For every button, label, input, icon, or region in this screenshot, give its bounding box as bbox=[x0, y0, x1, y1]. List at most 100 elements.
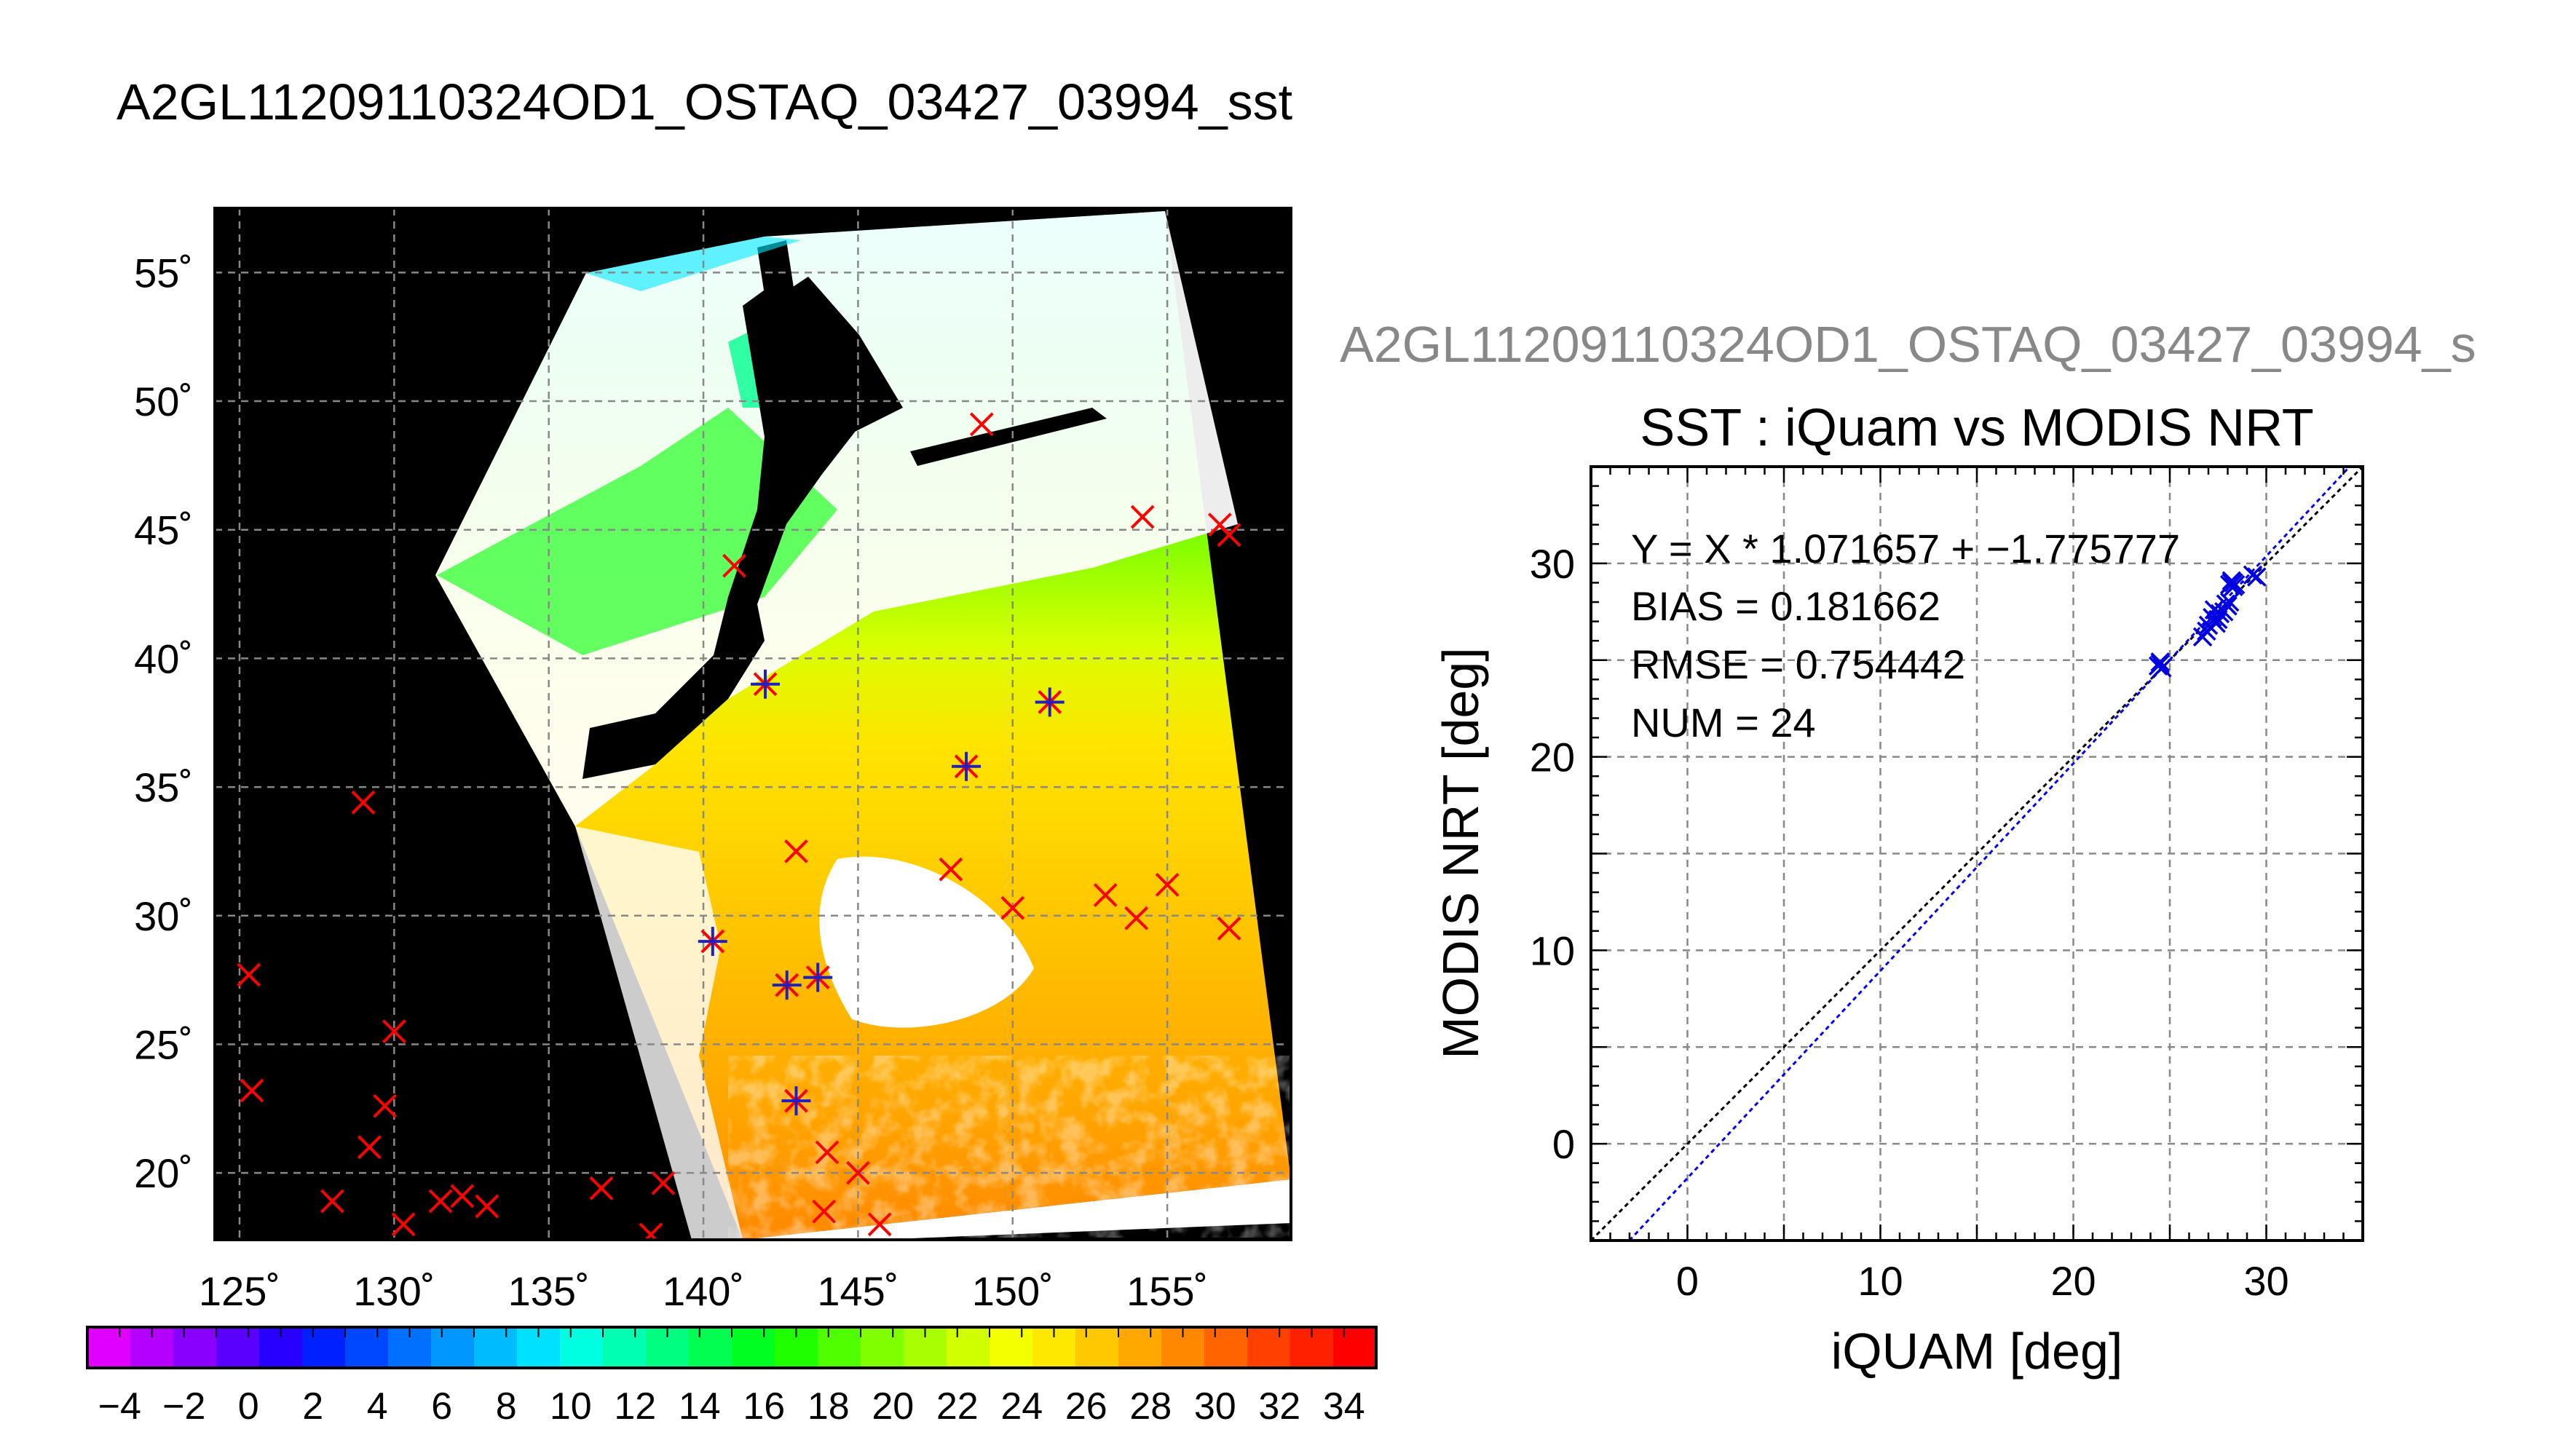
stats-rmse: RMSE = 0.754442 bbox=[1631, 641, 1965, 687]
scatter-grid bbox=[1591, 467, 2363, 1241]
matchup-marker bbox=[781, 1086, 811, 1116]
matchup-marker bbox=[952, 751, 982, 781]
stats-box: Y = X * 1.071657 + −1.775777 BIAS = 0.18… bbox=[1631, 526, 2180, 745]
land-hokkaido bbox=[765, 277, 903, 437]
matchup-marker bbox=[698, 927, 727, 957]
colorbar-cell bbox=[818, 1327, 861, 1368]
colorbar-cell bbox=[990, 1327, 1033, 1368]
stats-bias: BIAS = 0.181662 bbox=[1631, 583, 1940, 629]
map-lon-tick-label: 145˚ bbox=[817, 1268, 899, 1314]
in-situ-marker bbox=[969, 412, 994, 437]
scatter-point bbox=[2219, 592, 2240, 612]
scatter-ytick-label: 30 bbox=[1530, 541, 1575, 587]
map-lon-tick-label: 130˚ bbox=[353, 1268, 435, 1314]
in-situ-marker bbox=[812, 1199, 837, 1224]
colorbar-cell bbox=[947, 1327, 990, 1368]
land-sakhalin bbox=[757, 240, 801, 342]
scatter-ylabel: MODIS NRT [deg] bbox=[1432, 647, 1489, 1059]
colorbar-tick-label: 34 bbox=[1323, 1385, 1365, 1428]
colorbar-tick-label: 2 bbox=[302, 1385, 323, 1428]
in-situ-marker bbox=[939, 857, 963, 882]
in-situ-marker bbox=[357, 1135, 382, 1160]
colorbar-tick-label: 20 bbox=[872, 1385, 914, 1428]
map-lat-tick-label: 40˚ bbox=[134, 636, 193, 681]
map-frame bbox=[213, 207, 1292, 1241]
in-situ-marker bbox=[651, 1171, 676, 1195]
colorbar-ticks: −4 −2 0 2 4 6 8 10 12 14 16 18 20 22 24 26 28 30 32 34 bbox=[87, 1327, 1377, 1428]
scatter-line-fit bbox=[1628, 465, 2350, 1242]
colorbar-tick-label: 14 bbox=[679, 1385, 721, 1428]
scatter-line-1-1 bbox=[1590, 465, 2364, 1242]
colorbar-tick-label: 0 bbox=[238, 1385, 259, 1428]
scatter-point bbox=[2214, 602, 2234, 622]
map-lon-tick-label: 155˚ bbox=[1126, 1268, 1208, 1314]
in-situ-marker bbox=[475, 1194, 499, 1219]
in-situ-marker bbox=[382, 1019, 406, 1044]
scatter-ytick-label: 20 bbox=[1530, 735, 1575, 780]
scatter-lines bbox=[1590, 465, 2364, 1242]
matchup-marker bbox=[772, 970, 802, 1000]
land-japan bbox=[583, 277, 874, 779]
map-grid bbox=[215, 208, 1291, 1240]
colorbar-cell bbox=[1333, 1327, 1377, 1368]
scatter-xtick-label: 0 bbox=[1676, 1258, 1699, 1304]
in-situ-marker bbox=[320, 1189, 344, 1214]
colorbar-tick-label: 18 bbox=[807, 1385, 850, 1428]
matchup-marker bbox=[750, 669, 780, 699]
scatter-xlabel: iQUAM [deg] bbox=[1831, 1323, 2123, 1380]
map-lon-tick-label: 140˚ bbox=[663, 1268, 744, 1314]
colorbar-cell bbox=[216, 1327, 260, 1368]
scatter-points bbox=[2148, 565, 2267, 678]
colorbar-cell bbox=[173, 1327, 217, 1368]
colorbar-tick-label: 24 bbox=[1000, 1385, 1043, 1428]
scatter-ytick-label: 0 bbox=[1552, 1121, 1575, 1167]
cloud-mask-north bbox=[435, 211, 1238, 826]
colorbar-cell bbox=[603, 1327, 647, 1368]
scatter-ticks: 0 10 20 30 0 10 20 30 bbox=[1530, 465, 2364, 1304]
scatter-title: SST : iQuam vs MODIS NRT bbox=[1640, 399, 2314, 457]
map-lat-tick-label: 45˚ bbox=[134, 507, 193, 553]
map-markers bbox=[237, 412, 1241, 1240]
colorbar-cell bbox=[474, 1327, 518, 1368]
colorbar-tick-label: 28 bbox=[1129, 1385, 1172, 1428]
in-situ-marker bbox=[1217, 523, 1241, 547]
in-situ-marker bbox=[240, 1078, 264, 1103]
scatter-point bbox=[2150, 654, 2170, 674]
map-lat-tick-label: 50˚ bbox=[134, 379, 193, 424]
scatter-xtick-label: 10 bbox=[1857, 1258, 1903, 1304]
in-situ-marker bbox=[1130, 505, 1155, 529]
colorbar-tick-label: 32 bbox=[1258, 1385, 1300, 1428]
in-situ-marker bbox=[428, 1189, 453, 1214]
in-situ-marker bbox=[784, 839, 808, 863]
colorbar-cell bbox=[861, 1327, 904, 1368]
in-situ-marker bbox=[1155, 872, 1180, 897]
map-lon-tick-label: 135˚ bbox=[508, 1268, 590, 1314]
scatter-ytick-label: 10 bbox=[1530, 927, 1575, 973]
scatter-point bbox=[2243, 565, 2263, 585]
in-situ-marker bbox=[1000, 895, 1025, 920]
in-situ-marker bbox=[1093, 883, 1118, 907]
colorbar-tick-label: 12 bbox=[614, 1385, 656, 1428]
colorbar-tick-label: 6 bbox=[431, 1385, 452, 1428]
colorbar-tick-label: 30 bbox=[1194, 1385, 1236, 1428]
in-situ-marker bbox=[391, 1212, 416, 1237]
colorbar-cell bbox=[1204, 1327, 1248, 1368]
colorbar-tick-label: 4 bbox=[367, 1385, 388, 1428]
colorbar-tick-label: −4 bbox=[98, 1385, 141, 1428]
scatter-xtick-label: 20 bbox=[2050, 1258, 2096, 1304]
cloud-mask-center bbox=[819, 856, 1034, 1028]
in-situ-marker bbox=[450, 1184, 475, 1208]
in-situ-marker bbox=[237, 962, 261, 987]
colorbar-cell bbox=[1247, 1327, 1291, 1368]
colorbar-cell bbox=[87, 1327, 131, 1368]
scatter-xtick-label: 30 bbox=[2243, 1258, 2289, 1304]
map-axis-labels: 125˚ 130˚ 135˚ 140˚ 145˚ 150˚ 155˚ 55˚ 50˚ 45˚ 40˚… bbox=[134, 250, 1208, 1314]
map-lat-tick-label: 55˚ bbox=[134, 250, 193, 296]
page-title: A2GL11209110324OD1_OSTAQ_03427_03994_sst bbox=[117, 74, 1293, 130]
land-kurils bbox=[910, 408, 1107, 466]
colorbar-cell bbox=[1118, 1327, 1162, 1368]
in-situ-marker bbox=[373, 1093, 398, 1118]
matchup-marker bbox=[803, 962, 833, 992]
map-lon-tick-label: 150˚ bbox=[972, 1268, 1054, 1314]
